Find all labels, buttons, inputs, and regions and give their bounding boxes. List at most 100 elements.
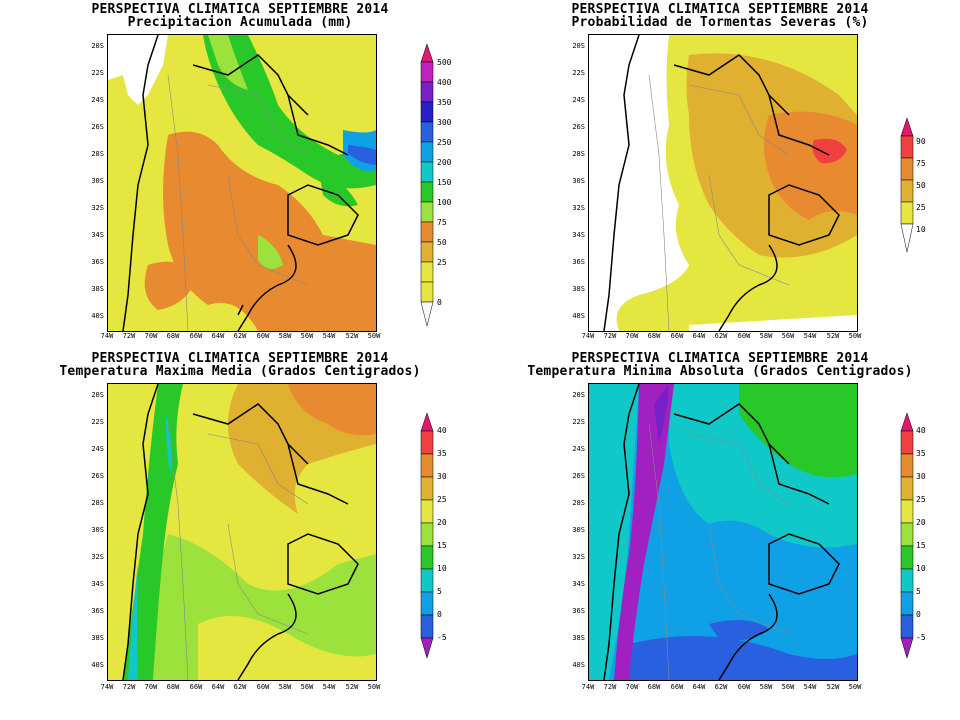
precipitation-field	[108, 35, 376, 331]
lon-label: 74W	[581, 332, 595, 340]
lon-label: 52W	[345, 683, 359, 691]
lon-label: 52W	[345, 332, 359, 340]
lat-label: 32S	[91, 553, 104, 561]
lon-label: 56W	[300, 683, 314, 691]
lon-label: 64W	[211, 683, 225, 691]
lon-label: 66W	[189, 683, 203, 691]
lat-label: 32S	[572, 553, 585, 561]
lat-label: 40S	[91, 661, 104, 669]
lat-label: 30S	[91, 526, 104, 534]
lat-label: 30S	[572, 177, 585, 185]
lon-label: 50W	[848, 332, 862, 340]
lat-label: 22S	[91, 69, 104, 77]
lon-label: 70W	[625, 683, 639, 691]
lat-label: 40S	[572, 661, 585, 669]
lon-label: 74W	[581, 683, 595, 691]
colorbar-label: 400	[437, 78, 452, 87]
lat-label: 22S	[91, 418, 104, 426]
lon-label: 62W	[714, 683, 728, 691]
lon-label: 72W	[122, 683, 136, 691]
colorbar-label: 5	[916, 587, 921, 596]
lat-label: 20S	[572, 391, 585, 399]
lon-label: 60W	[737, 683, 751, 691]
lat-label: 38S	[572, 634, 585, 642]
lon-label: 68W	[647, 683, 661, 691]
lon-label: 56W	[300, 332, 314, 340]
lat-label: 34S	[572, 231, 585, 239]
lon-label: 60W	[256, 332, 270, 340]
colorbar-label: 100	[437, 198, 452, 207]
lat-label: 24S	[91, 96, 104, 104]
colorbar-label: 30	[916, 472, 926, 481]
lat-label: 20S	[91, 391, 104, 399]
lon-label: 60W	[256, 683, 270, 691]
lon-label: 68W	[166, 683, 180, 691]
colorbar-label: 40	[916, 426, 926, 435]
lon-label: 58W	[759, 683, 773, 691]
lon-label: 62W	[233, 332, 247, 340]
colorbar-label: 30	[437, 472, 447, 481]
colorbar-label: 250	[437, 138, 452, 147]
colorbar-label: 0	[437, 610, 442, 619]
colorbar-label: 90	[916, 137, 926, 146]
lon-label: 70W	[625, 332, 639, 340]
colorbar-label: -5	[437, 633, 447, 642]
lon-label: 72W	[122, 332, 136, 340]
lat-label: 24S	[572, 445, 585, 453]
colorbar-label: 75	[437, 218, 447, 227]
lon-label: 50W	[367, 683, 381, 691]
lat-label: 30S	[572, 526, 585, 534]
lon-label: 52W	[826, 683, 840, 691]
colorbar-label: 5	[437, 587, 442, 596]
lon-label: 62W	[714, 332, 728, 340]
lon-label: 66W	[670, 332, 684, 340]
lon-label: 54W	[322, 683, 336, 691]
colorbar-label: 10	[437, 564, 447, 573]
lat-label: 28S	[572, 499, 585, 507]
colorbar-label: 75	[916, 159, 926, 168]
lon-label: 68W	[166, 332, 180, 340]
colorbar-tmin	[900, 413, 914, 659]
panel-title-line1: PERSPECTIVA CLIMATICA SEPTIEMBRE 2014	[91, 2, 389, 17]
map-tmin	[588, 383, 858, 681]
storms-field	[589, 35, 857, 331]
lat-label: 26S	[91, 123, 104, 131]
lat-label: 20S	[572, 42, 585, 50]
panel-title-line1: PERSPECTIVA CLIMATICA SEPTIEMBRE 2014	[571, 351, 869, 366]
lon-label: 58W	[759, 332, 773, 340]
lon-label: 56W	[781, 683, 795, 691]
lat-label: 36S	[91, 607, 104, 615]
lat-label: 28S	[91, 499, 104, 507]
lat-label: 24S	[91, 445, 104, 453]
colorbar-label: 25	[916, 495, 926, 504]
colorbar-label: 50	[916, 181, 926, 190]
lat-label: 40S	[572, 312, 585, 320]
colorbar-label: 40	[437, 426, 447, 435]
lat-label: 38S	[91, 285, 104, 293]
lon-label: 66W	[670, 683, 684, 691]
lon-label: 54W	[322, 332, 336, 340]
colorbar-label: 0	[437, 298, 442, 307]
colorbar-label: 150	[437, 178, 452, 187]
colorbar-label: 35	[916, 449, 926, 458]
lon-label: 50W	[848, 683, 862, 691]
lon-label: 64W	[692, 683, 706, 691]
colorbar-precipitation	[420, 44, 434, 327]
colorbar-label: 200	[437, 158, 452, 167]
panel-title-line2: Temperatura Maxima Media (Grados Centigr…	[59, 364, 421, 379]
panel-title-line2: Temperatura Minima Absoluta (Grados Cent…	[527, 364, 913, 379]
lat-label: 40S	[91, 312, 104, 320]
lat-label: 34S	[91, 231, 104, 239]
lat-label: 22S	[572, 69, 585, 77]
colorbar-label: 20	[916, 518, 926, 527]
lat-label: 34S	[572, 580, 585, 588]
panel-title-line1: PERSPECTIVA CLIMATICA SEPTIEMBRE 2014	[91, 351, 389, 366]
lat-label: 20S	[91, 42, 104, 50]
lon-label: 74W	[100, 683, 114, 691]
lat-label: 36S	[572, 258, 585, 266]
lat-label: 28S	[91, 150, 104, 158]
lon-label: 72W	[603, 332, 617, 340]
lat-label: 32S	[572, 204, 585, 212]
colorbar-label: 35	[437, 449, 447, 458]
lat-label: 26S	[572, 123, 585, 131]
